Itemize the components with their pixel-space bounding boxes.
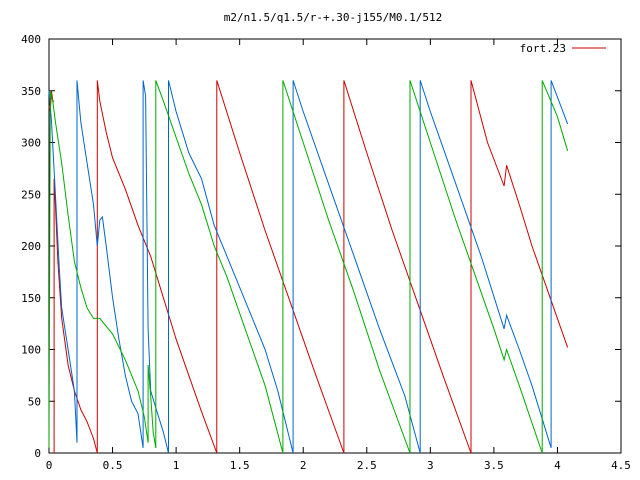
series-line-segment: [343, 80, 472, 454]
series-line-segment: [76, 80, 144, 448]
y-tick-label: 200: [21, 240, 41, 253]
series-line-segment: [53, 178, 98, 454]
x-tick-label: 2: [300, 459, 307, 472]
x-tick-label: 0: [46, 459, 53, 472]
plot-frame: [48, 38, 622, 454]
x-tick-label: 3: [427, 459, 434, 472]
series-line-segment: [216, 80, 345, 454]
chart-title: m2/n1.5/q1.5/r-+.30-j155/M0.1/512: [224, 11, 443, 24]
series-lines: [48, 80, 569, 454]
x-tick-label: 1: [173, 459, 180, 472]
x-tick-label: 0.5: [103, 459, 123, 472]
series-2: [48, 80, 569, 454]
x-tick-label: 1.5: [230, 459, 250, 472]
y-tick-label: 100: [21, 344, 41, 357]
series-line-segment: [147, 364, 157, 448]
series-line-segment: [409, 80, 543, 454]
legend-label-fort23: fort.23: [520, 42, 566, 55]
series-line-segment: [142, 80, 169, 454]
legend: fort.23: [520, 42, 606, 55]
series-line-segment: [48, 90, 78, 443]
series-line-segment: [292, 80, 421, 454]
series-1: [48, 80, 569, 454]
x-tick-label: 2.5: [357, 459, 377, 472]
series-line-segment: [282, 80, 411, 454]
x-tick-label: 4.5: [611, 459, 631, 472]
y-tick-label: 250: [21, 188, 41, 201]
y-tick-label: 400: [21, 33, 41, 46]
series-line-segment: [550, 80, 569, 448]
series-3: [48, 80, 569, 454]
series-line-segment: [168, 80, 294, 454]
series-line-segment: [541, 80, 569, 453]
series-line-segment: [470, 80, 569, 453]
series-line-segment: [155, 80, 284, 454]
series-line-segment: [48, 90, 149, 448]
y-tick-label: 0: [34, 447, 41, 460]
y-tick-label: 150: [21, 292, 41, 305]
x-tick-label: 3.5: [484, 459, 504, 472]
y-tick-label: 50: [28, 395, 41, 408]
y-tick-label: 300: [21, 137, 41, 150]
series-line-segment: [96, 80, 218, 454]
x-tick-label: 4: [554, 459, 561, 472]
axis-ticks: 0 0.5 1 1.5 2 2.5 3 3.5 4 4.5 0 50 100 150 200 250 300 35…: [21, 33, 631, 472]
y-tick-label: 350: [21, 85, 41, 98]
series-line-segment: [419, 80, 552, 453]
